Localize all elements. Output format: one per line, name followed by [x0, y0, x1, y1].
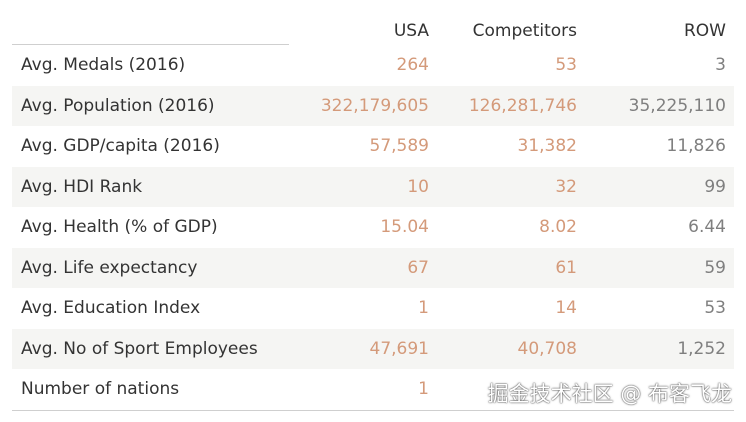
cell-usa: 57,589: [369, 136, 429, 156]
watermark: 掘金技术社区 @ 布客飞龙: [487, 382, 732, 406]
comparison-table: USA Competitors ROW Avg. Medals (2016) 2…: [12, 0, 734, 410]
cell-competitors: 40,708: [517, 338, 577, 359]
cell-competitors: 31,382: [517, 136, 577, 156]
row-label: Avg. No of Sport Employees: [21, 338, 258, 359]
cell-competitors: 126,281,746: [468, 95, 577, 116]
cell-row: 11,826: [666, 136, 726, 156]
cell-row: 1,252: [677, 338, 726, 359]
cell-usa: 47,691: [369, 338, 429, 359]
row-label: Avg. GDP/capita (2016): [21, 136, 220, 156]
cell-competitors: 61: [555, 257, 577, 278]
column-header-competitors[interactable]: Competitors: [472, 21, 577, 41]
cell-usa: 264: [396, 55, 429, 75]
cell-usa: 1: [418, 379, 429, 399]
cell-usa: 10: [407, 176, 429, 197]
column-header-row[interactable]: ROW: [683, 21, 726, 41]
cell-competitors: 8.02: [539, 217, 577, 237]
column-header-usa[interactable]: USA: [393, 21, 429, 41]
cell-row: 3: [715, 55, 726, 75]
table-bottom-border: [12, 410, 734, 411]
cell-usa: 15.04: [380, 217, 429, 237]
row-label: Avg. Medals (2016): [21, 55, 186, 75]
row-label: Avg. Health (% of GDP): [21, 217, 218, 237]
cell-row: 6.44: [688, 217, 726, 237]
row-label: Avg. Education Index: [21, 298, 201, 318]
header-divider: [12, 44, 289, 45]
table-row: Avg. Population (2016) 322,179,605 126,2…: [12, 85, 734, 126]
table-row: Avg. Education Index 1 14 53: [12, 288, 734, 329]
cell-row: 35,225,110: [628, 95, 726, 116]
table-row: Number of nations 1: [12, 369, 734, 410]
cell-row: 99: [704, 176, 726, 197]
table-row: Avg. Medals (2016) 264 53 3: [12, 45, 734, 86]
cell-competitors: 32: [555, 176, 577, 197]
table-row: Avg. No of Sport Employees 47,691 40,708…: [12, 328, 734, 369]
cell-competitors: 53: [555, 55, 577, 75]
row-label: Avg. Life expectancy: [21, 257, 198, 278]
cell-row: 53: [704, 298, 726, 318]
cell-competitors: 14: [555, 298, 577, 318]
table-row: Avg. Life expectancy 67 61 59: [12, 247, 734, 288]
row-label: Avg. Population (2016): [21, 95, 215, 116]
row-label: Avg. HDI Rank: [21, 176, 143, 197]
cell-usa: 1: [418, 298, 429, 318]
table-row: Avg. GDP/capita (2016) 57,589 31,382 11,…: [12, 126, 734, 167]
cell-row: 59: [704, 257, 726, 278]
table-row: Avg. Health (% of GDP) 15.04 8.02 6.44: [12, 207, 734, 248]
cell-usa: 67: [407, 257, 429, 278]
row-label: Number of nations: [21, 379, 180, 399]
table-row: Avg. HDI Rank 10 32 99: [12, 166, 734, 207]
cell-usa: 322,179,605: [320, 95, 429, 116]
table-header: USA Competitors ROW: [12, 0, 734, 45]
